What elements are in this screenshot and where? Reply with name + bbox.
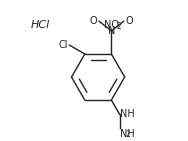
Text: O: O xyxy=(89,16,97,26)
Text: 2: 2 xyxy=(125,130,130,139)
Text: O: O xyxy=(126,16,133,26)
Text: 2: 2 xyxy=(116,22,121,31)
Text: NH: NH xyxy=(120,129,135,139)
Text: NO: NO xyxy=(104,20,119,30)
Text: HCl: HCl xyxy=(31,20,50,30)
Text: N: N xyxy=(108,26,115,36)
Text: Cl: Cl xyxy=(59,40,68,50)
Text: NH: NH xyxy=(120,109,135,119)
